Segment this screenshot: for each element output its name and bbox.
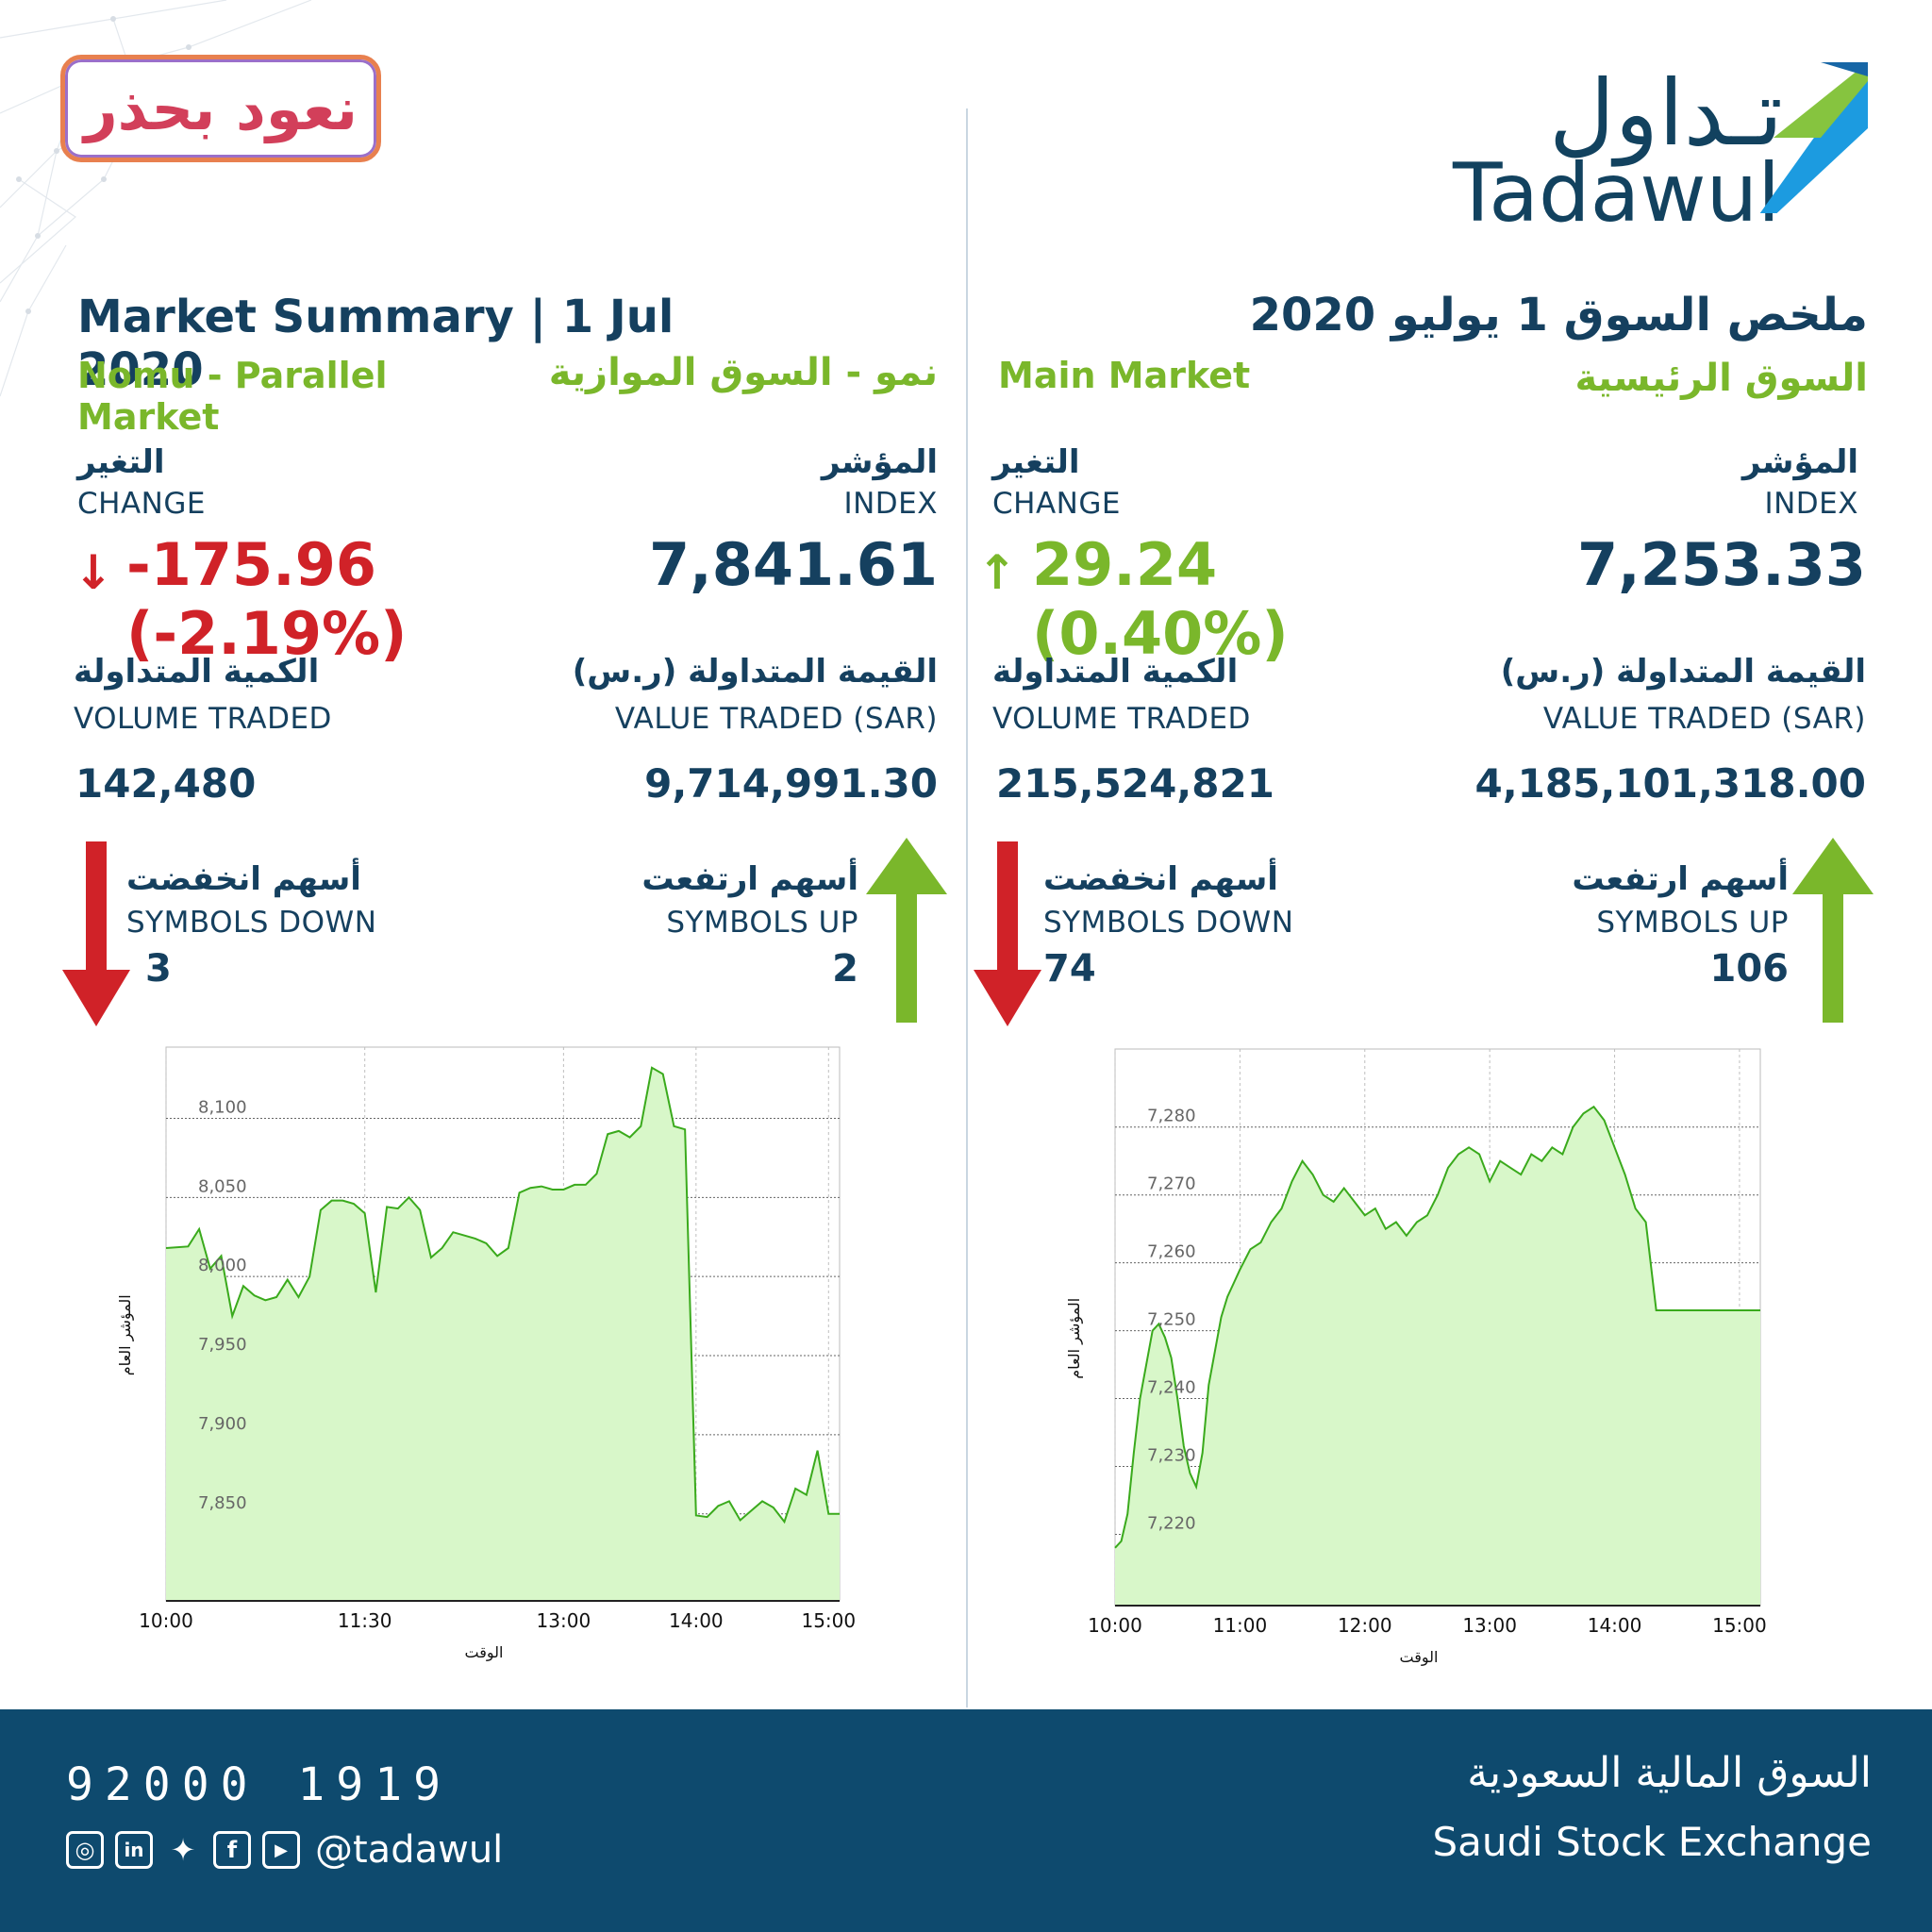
nomu-value-traded: 9,714,991.30 bbox=[644, 760, 938, 807]
main-symbols-down-label-ar: أسهم انخفضت bbox=[1043, 860, 1278, 898]
brand-logo-mark bbox=[1759, 62, 1868, 213]
twitter-icon[interactable]: ✦ bbox=[170, 1832, 196, 1868]
main-index-chart: 7,280 7,270 7,260 7,250 7,240 7,230 7,220 10:00… bbox=[1065, 1048, 1767, 1667]
main-chart-y-tick-label: 7,270 bbox=[1147, 1174, 1196, 1194]
main-index-label-ar: المؤشر bbox=[1741, 443, 1858, 481]
main-chart-y-axis-title: المؤشر العام bbox=[1065, 1298, 1084, 1379]
footer-social-handle[interactable]: @tadawul bbox=[315, 1828, 504, 1872]
main-chart-index-series-line bbox=[1114, 1105, 1760, 1549]
main-market-title-en: Main Market bbox=[998, 355, 1251, 396]
nomu-index-value: 7,841.61 bbox=[649, 530, 938, 599]
main-volume-label-ar: الكمية المتداولة bbox=[992, 653, 1239, 691]
nomu-volume-traded: 142,480 bbox=[75, 760, 257, 807]
main-symbols-down-arrow-icon bbox=[974, 841, 1041, 1026]
main-symbols-up-label-en: SYMBOLS UP bbox=[1596, 906, 1789, 940]
nomu-change-label-en: CHANGE bbox=[77, 487, 206, 521]
nomu-chart-x-tick-label: 13:00 bbox=[537, 1609, 591, 1632]
campaign-logo: نعود بحذر bbox=[60, 55, 381, 162]
main-value-label-en: VALUE TRADED (SAR) bbox=[1542, 702, 1866, 736]
main-symbols-down-value: 74 bbox=[1043, 947, 1096, 991]
main-change-up-icon: ↑ bbox=[977, 545, 1017, 600]
main-volume-label-en: VOLUME TRADED bbox=[992, 702, 1251, 736]
main-change-value: 29.24 (0.40%) bbox=[1032, 530, 1289, 668]
footer-exchange-ar: السوق المالية السعودية bbox=[1467, 1749, 1872, 1797]
main-chart-y-tick-label: 7,280 bbox=[1147, 1107, 1196, 1126]
main-index-label-en: INDEX bbox=[1764, 487, 1858, 521]
nomu-symbols-down-value: 3 bbox=[145, 947, 172, 991]
nomu-index-label-ar: المؤشر bbox=[821, 443, 938, 481]
nomu-change-down-icon: ↓ bbox=[74, 545, 113, 600]
main-value-label-ar: القيمة المتداولة (ر.س) bbox=[1500, 653, 1866, 691]
nomu-chart-y-tick-label: 7,850 bbox=[198, 1493, 247, 1513]
campaign-logo-text: نعود بحذر bbox=[83, 74, 358, 143]
footer: 92000 1919 ◎ in ✦ f ▶ @tadawul السوق الم… bbox=[0, 1709, 1932, 1932]
nomu-symbols-up-label-ar: أسهم ارتفعت bbox=[641, 860, 858, 898]
nomu-chart-y-tick-label: 8,000 bbox=[198, 1256, 247, 1275]
footer-social-row: ◎ in ✦ f ▶ @tadawul bbox=[66, 1828, 503, 1872]
nomu-market-title-en: Nomu - Parallel Market bbox=[77, 355, 388, 438]
linkedin-icon[interactable]: in bbox=[115, 1831, 153, 1869]
main-volume-traded: 215,524,821 bbox=[996, 760, 1274, 807]
nomu-volume-label-ar: الكمية المتداولة bbox=[74, 653, 320, 691]
main-change-label-ar: التغير bbox=[992, 443, 1080, 481]
main-index-value: 7,253.33 bbox=[1577, 530, 1866, 599]
footer-phone: 92000 1919 bbox=[66, 1758, 452, 1811]
nomu-symbols-up-arrow-icon bbox=[866, 838, 947, 1023]
nomu-chart-x-tick-label: 15:00 bbox=[801, 1609, 856, 1632]
main-chart-y-tick-label: 7,250 bbox=[1147, 1310, 1196, 1330]
nomu-index-label-en: INDEX bbox=[843, 487, 938, 521]
nomu-symbols-down-label-en: SYMBOLS DOWN bbox=[126, 906, 377, 940]
nomu-chart-x-tick-label: 11:30 bbox=[338, 1609, 392, 1632]
main-chart-y-tick-label: 7,230 bbox=[1147, 1446, 1196, 1466]
nomu-symbols-up-value: 2 bbox=[832, 947, 858, 991]
main-chart-x-tick-label: 10:00 bbox=[1088, 1614, 1142, 1637]
main-chart-x-tick-label: 15:00 bbox=[1712, 1614, 1767, 1637]
nomu-symbols-up-label-en: SYMBOLS UP bbox=[666, 906, 858, 940]
nomu-chart-y-axis-title: المؤشر العام bbox=[116, 1294, 135, 1375]
nomu-chart-y-tick-label: 7,900 bbox=[198, 1414, 247, 1434]
main-chart-x-axis-title: الوقت bbox=[1400, 1648, 1439, 1667]
nomu-chart-x-tick-label: 10:00 bbox=[139, 1609, 193, 1632]
youtube-icon[interactable]: ▶ bbox=[262, 1831, 300, 1869]
nomu-value-label-en: VALUE TRADED (SAR) bbox=[614, 702, 938, 736]
main-chart-x-tick-label: 13:00 bbox=[1462, 1614, 1517, 1637]
nomu-chart-index-series-line bbox=[165, 1066, 840, 1524]
section-divider bbox=[966, 108, 968, 1707]
nomu-chart-y-tick-label: 8,050 bbox=[198, 1176, 247, 1196]
brand-logo-en: Tadawul bbox=[1453, 146, 1781, 241]
main-chart-y-tick-label: 7,260 bbox=[1147, 1242, 1196, 1262]
nomu-symbols-down-arrow-icon bbox=[62, 841, 130, 1026]
footer-exchange-en: Saudi Stock Exchange bbox=[1432, 1819, 1872, 1865]
page-title-ar: ملخص السوق 1 يوليو 2020 bbox=[1249, 289, 1868, 341]
nomu-chart-x-axis-title: الوقت bbox=[465, 1643, 504, 1662]
brand-logo-ar: تـداول bbox=[1548, 60, 1783, 166]
nomu-value-label-ar: القيمة المتداولة (ر.س) bbox=[572, 653, 938, 691]
main-chart-x-tick-label: 11:00 bbox=[1213, 1614, 1268, 1637]
nomu-chart-y-tick-label: 7,950 bbox=[198, 1335, 247, 1355]
main-change-label-en: CHANGE bbox=[992, 487, 1121, 521]
main-chart-x-tick-label: 14:00 bbox=[1588, 1614, 1642, 1637]
instagram-icon[interactable]: ◎ bbox=[66, 1831, 104, 1869]
nomu-change-label-ar: التغير bbox=[77, 443, 165, 481]
page-title-en: Market Summary | 1 Jul 2020 bbox=[77, 291, 675, 396]
main-symbols-up-arrow-icon bbox=[1792, 838, 1874, 1023]
main-symbols-up-label-ar: أسهم ارتفعت bbox=[1572, 860, 1789, 898]
main-market-title-ar: السوق الرئيسية bbox=[1574, 357, 1868, 400]
nomu-volume-label-en: VOLUME TRADED bbox=[74, 702, 332, 736]
main-chart-area-fill bbox=[1115, 1107, 1760, 1606]
main-chart-y-tick-label: 7,240 bbox=[1147, 1378, 1196, 1398]
main-symbols-up-value: 106 bbox=[1709, 947, 1790, 991]
main-chart-y-tick-label: 7,220 bbox=[1147, 1513, 1196, 1533]
nomu-chart-x-tick-label: 14:00 bbox=[669, 1609, 724, 1632]
nomu-chart-area-fill bbox=[166, 1067, 840, 1601]
nomu-index-chart: 8,100 8,050 8,000 7,950 7,900 7,850 10:00 11:30… bbox=[116, 1046, 856, 1662]
nomu-symbols-down-label-ar: أسهم انخفضت bbox=[126, 860, 361, 898]
main-value-traded: 4,185,101,318.00 bbox=[1474, 760, 1866, 807]
nomu-chart-y-tick-label: 8,100 bbox=[198, 1097, 247, 1117]
main-chart-x-tick-label: 12:00 bbox=[1338, 1614, 1392, 1637]
main-symbols-down-label-en: SYMBOLS DOWN bbox=[1043, 906, 1294, 940]
nomu-market-title-ar: نمو - السوق الموازية bbox=[548, 351, 938, 394]
nomu-change-value: -175.96 (-2.19%) bbox=[126, 530, 408, 668]
facebook-icon[interactable]: f bbox=[213, 1831, 251, 1869]
